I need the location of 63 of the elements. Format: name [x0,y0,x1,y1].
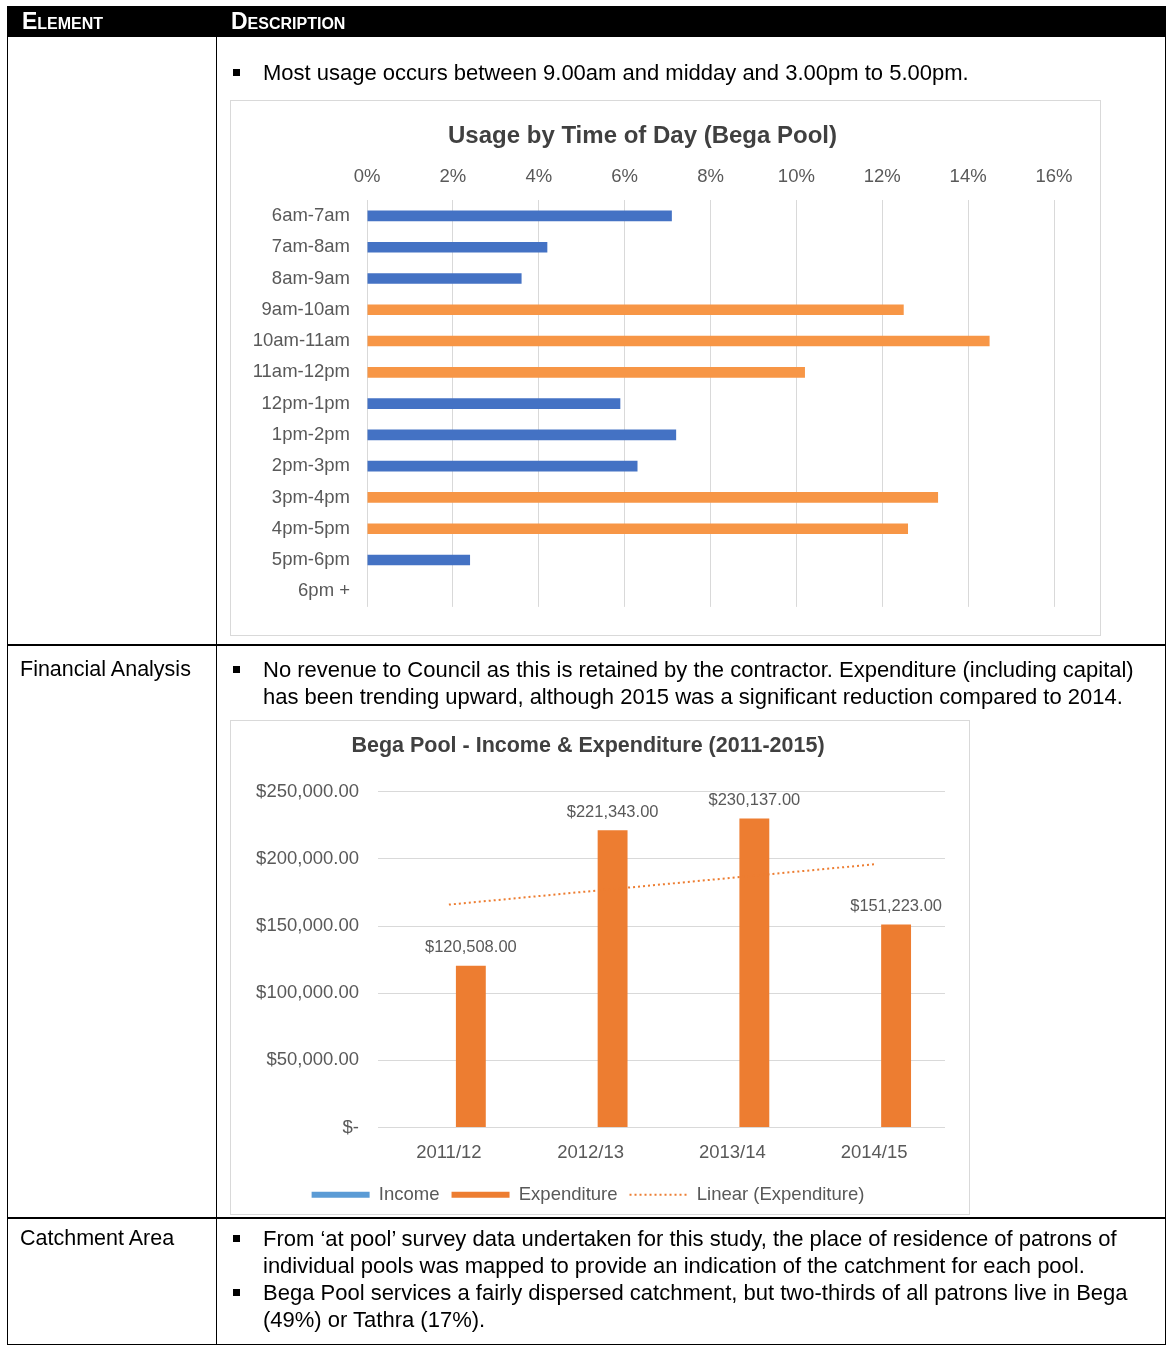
x-tick-label: 16% [1035,165,1073,187]
y-tick-label: 9am-10am [261,297,350,319]
bar [367,304,904,316]
text: From ‘at pool’ survey data undertaken for this study, the place of residence of patrons of individual pools was mapped to provide an indication of the catchment for each pool. [263,1224,1118,1279]
y-tick-label: 4pm-5pm [271,516,350,538]
bar [881,924,912,1127]
x-tick-label: 14% [949,165,987,187]
y-tick-label: $100,000.00 [256,981,359,1003]
data-label: $230,137.00 [708,789,801,808]
text: Bega Pool services a fairly dispersed catchment, but two-thirds of all patrons live in Bega (49%) or Tathra (17%). [263,1278,1129,1333]
bar [367,523,909,535]
text: Description [231,7,346,36]
y-tick-label: 5pm-6pm [271,548,350,570]
y-tick-label: 6pm + [298,579,350,601]
y-tick-label: $50,000.00 [266,1048,359,1070]
data-label: $221,343.00 [566,801,659,820]
y-tick-label: $150,000.00 [256,914,359,936]
x-tick-label: 4% [525,165,553,187]
y-tick-label: $200,000.00 [256,847,359,869]
bar [367,273,522,284]
bar [367,398,621,409]
bar [455,965,486,1127]
chart-title: Bega Pool - Income & Expenditure (2011-2015) [351,732,825,757]
bar [367,210,672,222]
text: Financial Analysis [20,655,191,683]
text: No revenue to Council as this is retained by the contractor. Expenditure (including capital) has been trending upward, although 2015 was a significant reduction compared to 2014. [263,655,1135,710]
y-tick-label: $- [342,1115,359,1137]
bar [367,554,471,566]
y-tick-label: 10am-11am [252,329,350,351]
y-tick-label: 7am-8am [271,235,350,257]
text: Catchment Area [20,1224,175,1252]
x-tick-label: 2012/13 [557,1140,625,1162]
data-label: $120,508.00 [424,936,517,955]
legend-label: Expenditure [518,1182,618,1204]
x-tick-label: 8% [697,165,724,187]
y-tick-label: 11am-12pm [252,360,350,382]
legend-label: Income [378,1182,440,1204]
text: Element [22,7,104,36]
y-tick-label: 2pm-3pm [271,454,350,476]
x-tick-label: 2011/12 [416,1140,482,1162]
bar [367,492,939,503]
legend-label: Linear (Expenditure) [696,1182,865,1204]
chart-title: Usage by Time of Day (Bega Pool) [448,121,837,149]
bar [367,429,677,441]
y-tick-label: 8am-9am [271,266,350,288]
x-tick-label: 0% [353,165,381,187]
text: Most usage occurs between 9.00am and midday and 3.00pm to 5.00pm. [263,59,970,86]
bar [367,367,805,378]
x-tick-label: 2014/15 [840,1140,908,1162]
bar [367,335,990,347]
data-label: $151,223.00 [850,895,942,914]
y-tick-label: 1pm-2pm [271,422,350,444]
x-tick-label: 2013/14 [698,1140,766,1162]
bar [367,241,548,253]
y-tick-label: $250,000.00 [256,779,359,801]
x-tick-label: 12% [863,165,901,187]
bar [367,460,638,472]
y-tick-label: 12pm-1pm [261,391,350,413]
x-tick-label: 6% [611,165,638,187]
x-tick-label: 2% [439,165,467,187]
x-tick-label: 10% [777,165,815,187]
y-tick-label: 3pm-4pm [271,485,350,507]
y-tick-label: 6am-7am [271,204,350,226]
